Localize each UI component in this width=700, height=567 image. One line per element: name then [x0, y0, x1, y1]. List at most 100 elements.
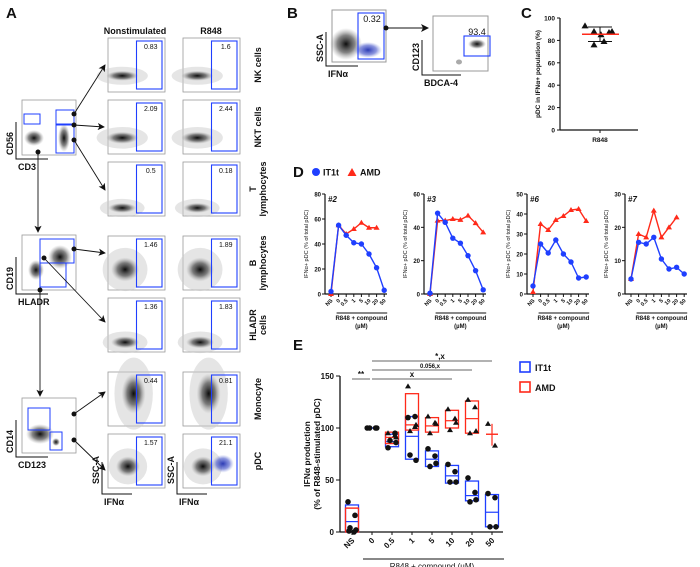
y-axis-label: IFNα+ pDC (% of total pDC) — [304, 210, 310, 279]
data-point-it1t — [381, 287, 387, 293]
x-tick-label: 10 — [463, 298, 472, 307]
density-cloud — [24, 130, 44, 146]
positive-population — [354, 42, 382, 58]
positive-population — [211, 454, 234, 473]
y-tick-label: 100 — [544, 16, 555, 23]
y-tick-label: 0 — [417, 293, 421, 299]
gate-percentage: 0.18 — [219, 168, 233, 175]
data-point-amd — [393, 434, 399, 440]
density-cloud — [115, 456, 140, 477]
data-point-it1t — [427, 290, 433, 296]
y-tick-label: 20 — [516, 253, 523, 259]
y-axis-label: SSC-A — [166, 455, 176, 484]
x-tick-label: 0.5 — [640, 298, 650, 308]
data-point-amd — [530, 289, 536, 294]
data-point-amd — [465, 212, 471, 218]
axis-indicator — [15, 257, 48, 295]
data-point-amd — [650, 207, 657, 213]
x-tick-label: NS — [625, 298, 635, 308]
x-tick-label: 5 — [658, 298, 664, 304]
flow-plot-nonstim: 0.5 — [99, 161, 166, 217]
density-cloud — [58, 124, 70, 152]
data-point-amd — [480, 229, 487, 235]
data-point-amd — [427, 430, 433, 436]
gate — [135, 102, 163, 152]
density-cloud — [106, 131, 139, 144]
data-point-amd — [425, 413, 431, 419]
flow-plot-nonstim: 1.36 — [102, 297, 166, 354]
flow-plot-r848: 2.44 — [171, 99, 241, 155]
data-point-it1t — [425, 446, 431, 452]
axis-indicator — [101, 462, 132, 495]
row-label: HLADR — [248, 309, 258, 341]
flow-plot-r848: 0.81 — [182, 357, 241, 430]
gate-percentage: 0.44 — [144, 378, 158, 385]
x-axis-label: R848 + compound — [635, 316, 687, 322]
data-point-amd — [492, 442, 498, 448]
data-point-amd — [385, 430, 391, 436]
legend-label: AMD — [535, 383, 556, 393]
y-axis-label: CD14 — [5, 430, 15, 453]
y-tick-label: 60 — [548, 60, 556, 67]
significance-label: *,x — [435, 352, 445, 361]
data-point-it1t — [351, 240, 357, 246]
data-point-amd — [358, 219, 365, 225]
data-point-it1t — [492, 494, 498, 501]
y-tick-label: 40 — [314, 243, 321, 249]
density-cloud — [190, 456, 215, 477]
data-point-amd — [405, 383, 411, 389]
x-tick-label: 0 — [636, 298, 642, 304]
y-axis-label: SSC-A — [91, 455, 101, 484]
x-tick-label: 20 — [371, 298, 380, 307]
y-tick-label: 80 — [548, 38, 556, 45]
y-axis-label: IFNα+ pDC (% of total pDC) — [506, 210, 512, 279]
y-axis-label: CD19 — [5, 267, 15, 290]
gate-percentage: 0.81 — [219, 378, 233, 385]
gate — [135, 164, 163, 214]
data-point-it1t — [427, 463, 433, 470]
data-point-amd — [575, 206, 582, 211]
data-point-it1t — [413, 457, 419, 464]
data-point-it1t — [393, 439, 399, 446]
y-axis-label: IFNα+ pDC (% of total pDC) — [403, 210, 409, 279]
y-tick-label: 60 — [413, 193, 420, 199]
data-point-it1t — [452, 468, 458, 475]
x-tick-label: 1 — [553, 298, 559, 304]
x-tick-label: NS — [342, 536, 357, 551]
density-cloud — [181, 70, 214, 81]
x-tick-label: 5 — [457, 298, 463, 304]
data-point-it1t — [366, 251, 372, 257]
x-axis-label: IFNα — [179, 497, 199, 507]
x-tick-label: 5 — [560, 298, 566, 304]
data-point-it1t — [560, 251, 567, 257]
data-point-amd — [457, 216, 464, 222]
flow-plot-nonstim: 0.44 — [107, 357, 166, 430]
x-tick-label: 50 — [379, 298, 388, 307]
density-cloud — [330, 28, 362, 60]
x-axis-label: HLADR — [18, 297, 50, 307]
data-point-it1t — [345, 499, 351, 505]
data-point-it1t — [568, 259, 574, 265]
y-tick-label: 0 — [330, 528, 335, 537]
chart-title: #6 — [530, 195, 539, 204]
panel-e-chart: 0 50 100 150 NS 0 0.5 1 5 10 20 50 R848 + compound (… — [302, 352, 556, 567]
x-tick-label: 1 — [651, 298, 657, 304]
row-label: NK cells — [253, 47, 263, 83]
gating-arrow — [73, 122, 105, 131]
data-point-it1t — [453, 479, 459, 485]
density-cloud — [456, 59, 462, 65]
panel-a: 0.83 1.6 NK cells 2.09 2.44 NKT cells 0.5 0.18 T… — [5, 37, 268, 507]
y-axis-label: CD56 — [5, 132, 15, 155]
x-tick-label: 1 — [407, 536, 417, 546]
data-point-amd — [447, 427, 453, 433]
density-cloud — [196, 373, 221, 414]
gating-arrow — [43, 257, 106, 323]
row-label: B — [248, 259, 258, 266]
x-tick-label: 50 — [581, 298, 590, 307]
gate-percentage: 1.46 — [144, 242, 158, 249]
chart-title: #3 — [427, 195, 436, 204]
data-point-amd — [366, 224, 372, 230]
